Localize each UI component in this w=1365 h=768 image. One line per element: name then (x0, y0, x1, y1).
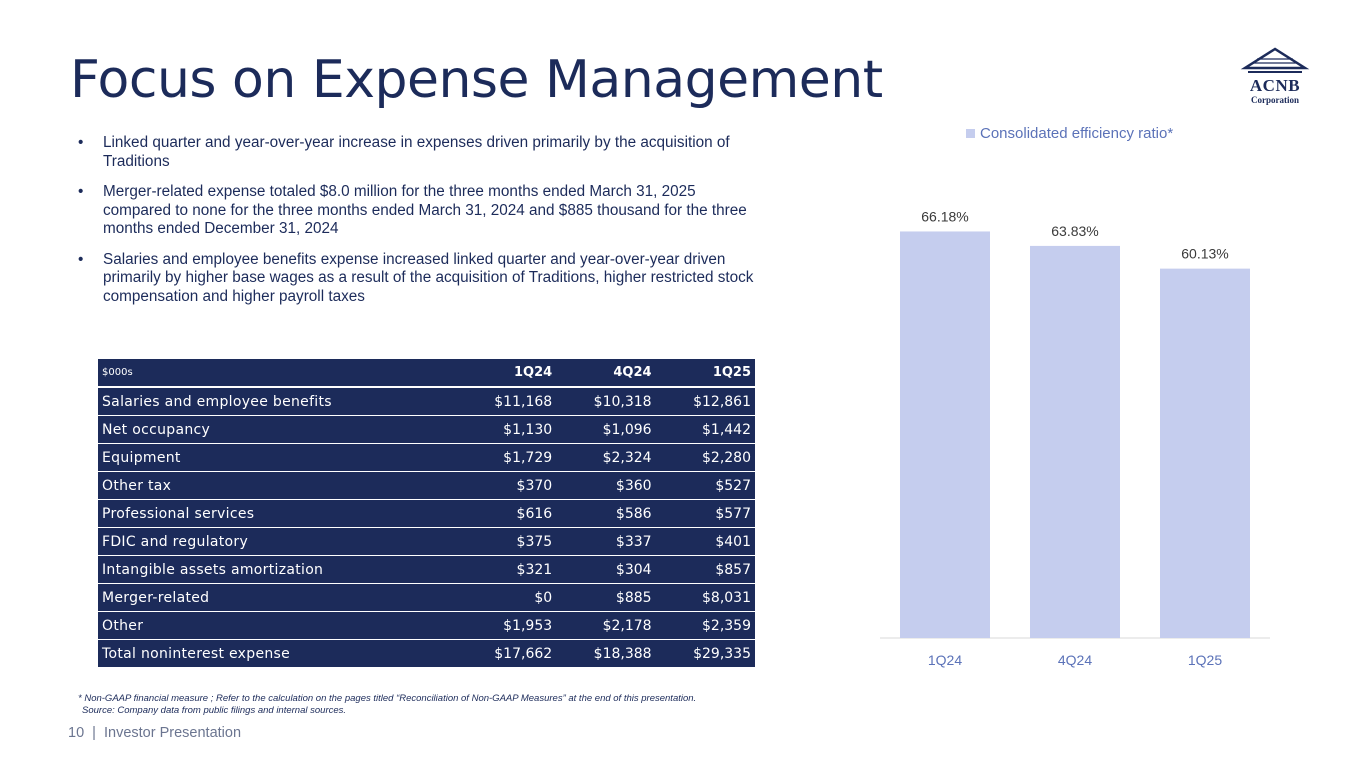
table-row: Intangible assets amortization $321 $304 $8… (98, 555, 755, 584)
bar-1Q24 (900, 231, 990, 639)
row-value: $2,324 (556, 443, 656, 472)
row-value: $360 (556, 471, 656, 500)
row-value: $12,861 (655, 387, 755, 416)
row-value: $0 (456, 583, 557, 612)
row-value: $586 (556, 499, 656, 528)
bullet-icon: • (78, 183, 84, 200)
row-value: $370 (456, 471, 557, 500)
page-title: Focus on Expense Management (70, 50, 883, 110)
row-value: $304 (556, 555, 656, 584)
page-number: 10 (68, 725, 85, 741)
table-header-row: $000s 1Q24 4Q24 1Q25 (98, 359, 755, 388)
building-roof-icon (1240, 47, 1310, 73)
footer-separator: | (92, 725, 96, 741)
row-value: $577 (655, 499, 755, 528)
table-row: FDIC and regulatory $375 $337 $401 (98, 527, 755, 556)
chart-legend: Consolidated efficiency ratio* (966, 125, 1173, 142)
table-row: Professional services $616 $586 $577 (98, 499, 755, 528)
page-footer: 10 | Investor Presentation (68, 725, 241, 741)
footnote-source: Source: Company data from public filings… (82, 705, 347, 716)
bullet-list: • Linked quarter and year-over-year incre… (78, 134, 758, 318)
row-value: $1,729 (456, 443, 557, 472)
data-label: 60.13% (1181, 246, 1228, 262)
row-value: $337 (556, 527, 656, 556)
row-value: $2,280 (655, 443, 755, 472)
row-label: Total noninterest expense (98, 639, 457, 668)
row-label: Intangible assets amortization (98, 555, 457, 584)
row-value: $10,318 (556, 387, 656, 416)
row-label: Salaries and employee benefits (98, 387, 457, 416)
row-value: $857 (655, 555, 755, 584)
row-value: $2,178 (556, 611, 656, 640)
bullet-item: • Salaries and employee benefits expense … (78, 250, 754, 305)
expense-table: $000s 1Q24 4Q24 1Q25 Salaries and employ… (98, 359, 755, 668)
data-label: 66.18% (921, 208, 968, 224)
row-value: $11,168 (456, 387, 557, 416)
table-row: Salaries and employee benefits $11,168 $10… (98, 387, 755, 416)
table-header-label: $000s (98, 359, 457, 388)
table-header-1q24: 1Q24 (456, 359, 557, 388)
bullet-item: • Linked quarter and year-over-year incre… (78, 134, 730, 170)
row-value: $1,130 (456, 415, 557, 444)
row-label: Merger-related (98, 583, 457, 612)
row-label: Other tax (98, 471, 457, 500)
table-row: Total noninterest expense $17,662 $18,388 $… (98, 639, 755, 668)
footnote: * Non-GAAP financial measure ; Refer to … (78, 693, 696, 717)
row-value: $375 (456, 527, 557, 556)
table-row: Other tax $370 $360 $527 (98, 471, 755, 500)
row-value: $17,662 (456, 639, 557, 668)
footnote-non-gaap: * Non-GAAP financial measure ; Refer to … (78, 693, 697, 704)
data-label: 63.83% (1051, 223, 1098, 239)
row-value: $1,096 (556, 415, 656, 444)
row-label: Professional services (98, 499, 457, 528)
table-row: Net occupancy $1,130 $1,096 $1,442 (98, 415, 755, 444)
bullet-item: • Merger-related expense totaled $8.0 mil… (78, 183, 747, 237)
row-value: $18,388 (556, 639, 656, 668)
footer-label: Investor Presentation (103, 725, 242, 741)
efficiency-ratio-chart: Consolidated efficiency ratio* 66.18% 1Q24… (880, 125, 1270, 668)
row-value: $527 (655, 471, 755, 500)
row-label: Net occupancy (98, 415, 457, 444)
row-value: $885 (556, 583, 656, 612)
bar-1Q25 (1160, 268, 1250, 638)
table-row: Other $1,953 $2,178 $2,359 (98, 611, 755, 640)
logo-name: ACNB (1249, 76, 1301, 95)
row-label: Other (98, 611, 457, 640)
row-value: $401 (655, 527, 755, 556)
table-header-1q25: 1Q25 (655, 359, 755, 388)
table-row: Merger-related $0 $885 $8,031 (98, 583, 755, 612)
acnb-logo: ACNB Corporation (1240, 46, 1310, 110)
legend-swatch (966, 129, 975, 138)
row-value: $1,442 (655, 415, 755, 444)
legend-label: Consolidated efficiency ratio* (980, 125, 1173, 142)
logo-subtitle: Corporation (1251, 95, 1299, 105)
row-value: $616 (456, 499, 557, 528)
row-label: FDIC and regulatory (98, 527, 457, 556)
x-tick-label: 1Q25 (1188, 652, 1222, 668)
x-tick-label: 4Q24 (1058, 652, 1092, 668)
row-label: Equipment (98, 443, 457, 472)
row-value: $29,335 (655, 639, 755, 668)
row-value: $321 (456, 555, 557, 584)
row-value: $8,031 (655, 583, 755, 612)
bullet-icon: • (78, 134, 84, 151)
bullet-icon: • (78, 250, 84, 268)
row-value: $2,359 (655, 611, 755, 640)
x-tick-label: 1Q24 (928, 652, 962, 668)
row-value: $1,953 (456, 611, 557, 640)
table-row: Equipment $1,729 $2,324 $2,280 (98, 443, 755, 472)
bar-4Q24 (1030, 245, 1120, 638)
table-header-4q24: 4Q24 (556, 359, 656, 388)
